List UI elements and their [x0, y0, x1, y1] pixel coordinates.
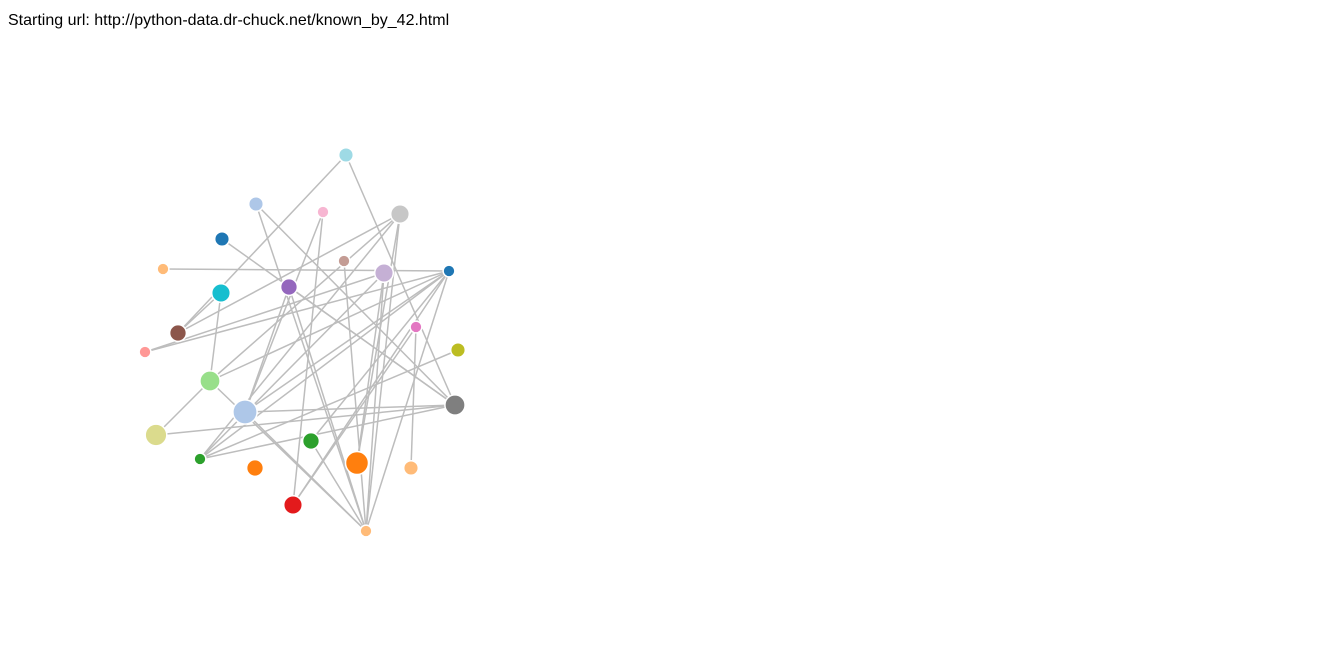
graph-node[interactable] [442, 264, 456, 278]
graph-links [144, 154, 459, 532]
graph-link [365, 270, 450, 532]
graph-node[interactable] [444, 394, 466, 416]
graph-node[interactable] [199, 370, 221, 392]
graph-link [244, 270, 450, 413]
graph-link [155, 404, 456, 436]
graph-link [343, 260, 367, 532]
graph-link [292, 270, 450, 506]
graph-link [199, 404, 456, 460]
graph-node[interactable] [449, 341, 467, 359]
starting-url-label: Starting url: http://python-data.dr-chuc… [8, 12, 450, 29]
graph-link [255, 203, 367, 532]
graph-node[interactable] [193, 452, 207, 466]
graph-node[interactable] [402, 459, 420, 477]
graph-link [199, 270, 450, 460]
graph-node[interactable] [213, 230, 231, 248]
graph-node[interactable] [282, 494, 304, 516]
graph-link [310, 440, 367, 532]
graph-link [177, 154, 347, 334]
graph-link [209, 292, 222, 382]
graph-link [365, 213, 401, 532]
graph-link [162, 268, 450, 272]
graph-link [244, 211, 324, 413]
graph-node[interactable] [232, 399, 258, 425]
graph-link [244, 411, 367, 532]
graph-link [345, 154, 456, 406]
graph-node[interactable] [316, 205, 330, 219]
graph-link [244, 286, 290, 413]
graph-node[interactable] [409, 320, 423, 334]
graph-link [365, 272, 385, 532]
graph-link [410, 326, 417, 469]
graph-node[interactable] [344, 450, 370, 476]
graph-link [244, 404, 456, 413]
graph-node[interactable] [138, 345, 152, 359]
graph-node[interactable] [337, 146, 355, 164]
graph-link [155, 380, 211, 436]
graph-link [356, 213, 401, 464]
graph-node[interactable] [210, 282, 232, 304]
graph-node[interactable] [144, 423, 168, 447]
graph-node[interactable] [337, 254, 351, 268]
graph-node[interactable] [279, 277, 299, 297]
graph-link [255, 203, 456, 406]
graph-node[interactable] [245, 458, 265, 478]
graph-node[interactable] [301, 431, 321, 451]
graph-link [209, 270, 450, 382]
graph-node[interactable] [168, 323, 188, 343]
graph-node[interactable] [359, 524, 373, 538]
graph-link [177, 213, 401, 334]
graph-link [310, 270, 450, 442]
graph-nodes [138, 146, 467, 538]
graph-link [199, 349, 459, 460]
graph-node[interactable] [156, 262, 170, 276]
graph-node[interactable] [389, 203, 411, 225]
graph-node[interactable] [373, 262, 395, 284]
graph-link [288, 286, 456, 406]
graph-node[interactable] [247, 195, 265, 213]
graph-link [292, 326, 417, 506]
